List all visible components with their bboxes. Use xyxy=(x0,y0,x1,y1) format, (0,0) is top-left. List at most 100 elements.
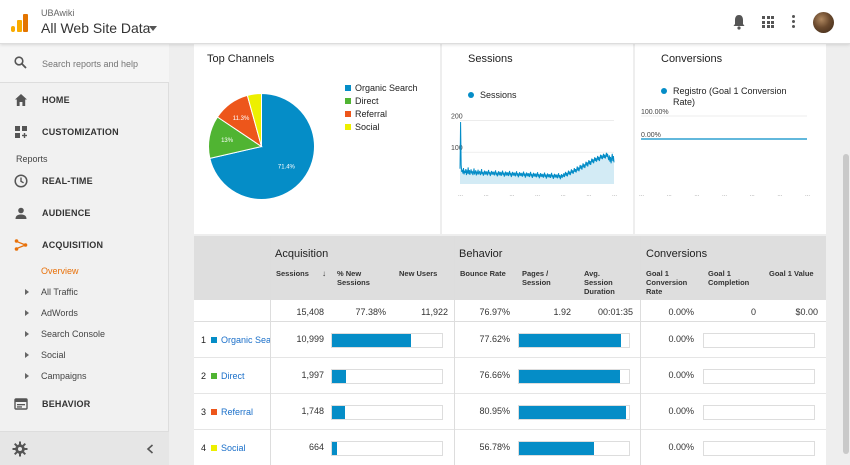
row-goal-rate: 0.00% xyxy=(668,406,694,416)
total-new-sessions: 77.38% xyxy=(355,307,386,317)
card-title: Sessions xyxy=(468,53,513,65)
property-selector[interactable]: All Web Site Data xyxy=(41,20,151,36)
x-tick-label: ... xyxy=(535,192,540,198)
x-tick-label: ... xyxy=(561,192,566,198)
sidebar-item-customization[interactable]: CUSTOMIZATION xyxy=(0,118,169,146)
row-bounce-rate: 56.78% xyxy=(479,442,510,452)
sidebar-item-acquisition[interactable]: ACQUISITION xyxy=(0,231,169,259)
caret-right-icon xyxy=(25,373,29,379)
total-goal-value: $0.00 xyxy=(795,307,818,317)
row-sessions: 10,999 xyxy=(296,334,324,344)
sidebar-subitem-label: Campaigns xyxy=(41,371,87,381)
legend-dot xyxy=(661,88,667,94)
col-header-avg-duration[interactable]: Avg. Session Duration xyxy=(584,269,615,296)
row-sessions: 1,997 xyxy=(301,370,324,380)
y-tick-label: 200 xyxy=(451,113,463,120)
avatar[interactable] xyxy=(813,12,834,33)
scrollbar-thumb[interactable] xyxy=(843,154,849,454)
total-bounce-rate: 76.97% xyxy=(479,307,510,317)
sidebar-subitem-search-console[interactable]: Search Console xyxy=(0,325,169,345)
sort-desc-icon[interactable]: ↓ xyxy=(322,269,326,278)
sessions-bar-fill xyxy=(332,370,347,383)
legend-label: Registro (Goal 1 Conversion Rate) xyxy=(673,86,787,107)
sidebar-subitem-label: Overview xyxy=(41,266,79,276)
row-color-swatch xyxy=(211,445,217,451)
column-divider xyxy=(640,236,641,465)
x-tick-label: ... xyxy=(612,192,617,198)
bounce-bar-fill xyxy=(519,406,626,419)
sessions-bar xyxy=(331,333,443,348)
sessions-area xyxy=(460,121,614,184)
chevron-left-icon[interactable] xyxy=(146,444,154,454)
col-header-goal-completion[interactable]: Goal 1 Completion xyxy=(708,269,750,287)
home-icon xyxy=(15,94,27,106)
group-label-behavior: Behavior xyxy=(459,248,503,260)
conversions-line-chart[interactable]: 100.00% 0.00%..................... xyxy=(635,104,826,219)
sidebar-subitem-campaigns[interactable]: Campaigns xyxy=(0,367,169,387)
sidebar-subitem-label: Social xyxy=(41,350,66,360)
col-header-new-sessions[interactable]: % New Sessions xyxy=(337,269,370,287)
legend-label: Direct xyxy=(355,96,379,106)
conversions-card: Conversions Registro (Goal 1 Conversion … xyxy=(635,44,826,234)
col-header-pages-session[interactable]: Pages / Session xyxy=(522,269,551,287)
channel-link[interactable]: Organic Search xyxy=(221,335,271,345)
acquisition-table: Acquisition Behavior Conversions Session… xyxy=(194,236,826,465)
x-tick-label: ... xyxy=(458,192,463,198)
bounce-bar xyxy=(518,333,630,348)
caret-right-icon xyxy=(25,352,29,358)
legend-swatch xyxy=(345,85,351,91)
sessions-bar-fill xyxy=(332,442,337,455)
channel-link[interactable]: Social xyxy=(221,443,246,453)
sidebar-subitem-overview[interactable]: Overview xyxy=(0,262,169,282)
group-label-acquisition: Acquisition xyxy=(275,248,329,260)
sidebar-subitem-all-traffic[interactable]: All Traffic xyxy=(0,283,169,303)
col-header-sessions[interactable]: Sessions xyxy=(276,269,309,278)
bell-icon[interactable] xyxy=(732,14,746,30)
person-icon xyxy=(15,207,27,219)
account-name[interactable]: UBAwiki xyxy=(41,8,75,18)
legend-label: Organic Search xyxy=(355,83,418,93)
sidebar-item-label: BEHAVIOR xyxy=(42,399,91,409)
sidebar-item-behavior[interactable]: BEHAVIOR xyxy=(0,390,169,418)
reports-section-label: Reports xyxy=(16,154,48,164)
col-header-goal-rate[interactable]: Goal 1 Conversion Rate xyxy=(646,269,688,296)
caret-right-icon xyxy=(25,310,29,316)
goal-bar xyxy=(703,405,815,420)
col-header-new-users[interactable]: New Users xyxy=(399,269,438,278)
legend-swatch xyxy=(345,111,351,117)
search-input[interactable] xyxy=(42,56,162,72)
gear-icon[interactable] xyxy=(12,441,28,457)
channel-link[interactable]: Direct xyxy=(221,371,245,381)
sessions-line[interactable] xyxy=(459,121,615,180)
sidebar-item-real-time[interactable]: REAL-TIME xyxy=(0,167,169,195)
analytics-logo-icon[interactable] xyxy=(11,14,28,32)
x-tick-label: ... xyxy=(722,192,727,198)
row-bounce-rate: 76.66% xyxy=(479,370,510,380)
top-channels-pie-chart[interactable]: 71.4% 13% 11.3% xyxy=(204,89,319,204)
sidebar-item-audience[interactable]: AUDIENCE xyxy=(0,199,169,227)
top-channels-card: Top Channels 71.4% 13% 11.3% Organic Searc… xyxy=(194,44,440,234)
chevron-down-icon[interactable] xyxy=(149,26,157,31)
sidebar-subitem-adwords[interactable]: AdWords xyxy=(0,304,169,324)
sidebar-subitem-label: AdWords xyxy=(41,308,78,318)
sidebar-item-home[interactable]: HOME xyxy=(0,86,169,114)
total-goal-completion: 0 xyxy=(750,307,756,317)
scrollbar[interactable] xyxy=(842,44,850,465)
x-tick-label: ... xyxy=(667,192,672,198)
row-index: 4 xyxy=(201,443,207,453)
sidebar-subitem-label: Search Console xyxy=(41,329,106,339)
sessions-area-chart[interactable]: 200 100..................... xyxy=(442,104,633,219)
pie-slice-social[interactable] xyxy=(246,92,262,147)
row-color-swatch xyxy=(211,337,217,343)
sessions-bar-fill xyxy=(332,406,345,419)
col-header-goal-value[interactable]: Goal 1 Value xyxy=(769,269,814,278)
col-header-bounce-rate[interactable]: Bounce Rate xyxy=(460,269,506,278)
x-tick-label: ... xyxy=(484,192,489,198)
sessions-card: Sessions Sessions 200 100................… xyxy=(442,44,633,234)
apps-grid-icon[interactable] xyxy=(762,16,774,28)
table-row: 1 Organic Search 10,999 77.62% 0.00% xyxy=(194,322,826,358)
more-vert-icon[interactable] xyxy=(792,15,795,28)
behavior-icon xyxy=(14,398,28,410)
channel-link[interactable]: Referral xyxy=(221,407,254,417)
sidebar-subitem-social[interactable]: Social xyxy=(0,346,169,366)
